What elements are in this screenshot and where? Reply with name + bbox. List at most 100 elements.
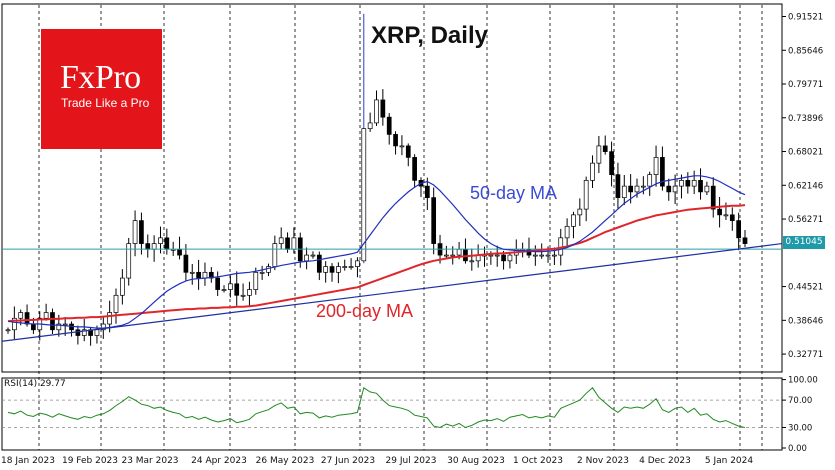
candle-body	[405, 145, 411, 158]
candle-body	[532, 254, 538, 257]
ma200-line	[7, 204, 746, 323]
date-tick-label: 19 Feb 2023	[62, 456, 118, 466]
date-tick-label: 1 Oct 2023	[513, 456, 563, 466]
candle-body	[545, 254, 551, 257]
ma200-annotation: 200-day MA	[316, 301, 414, 321]
candle-body	[247, 289, 252, 296]
candle-body	[704, 185, 710, 193]
candle-body	[456, 248, 462, 256]
candle-body	[145, 243, 151, 250]
candle-body	[336, 266, 341, 273]
candle-body	[228, 283, 233, 290]
fxpro-logo: FxPro Trade Like a Pro	[41, 29, 162, 149]
candle-body	[590, 162, 595, 181]
candle-body	[621, 185, 627, 198]
candle-body	[56, 323, 62, 331]
date-tick-label: 26 May 2023	[256, 456, 315, 466]
candle-body	[494, 254, 500, 257]
candle-body	[717, 208, 722, 216]
support-trendline	[1, 242, 783, 342]
candle-body	[189, 271, 195, 274]
candle-body	[158, 237, 163, 244]
candle-body	[672, 185, 678, 193]
candle-body	[640, 185, 646, 188]
candle-body	[348, 266, 354, 268]
candle-body	[660, 157, 665, 187]
candle-body	[342, 266, 348, 268]
candle-body	[329, 266, 335, 273]
candle-body	[552, 254, 557, 257]
price-tick-label: 0.68021	[788, 148, 823, 158]
candle-body	[323, 266, 329, 273]
candle-body	[285, 237, 290, 250]
candle-body	[43, 312, 49, 319]
candle-body	[304, 254, 309, 262]
candle-body	[399, 145, 405, 148]
candle-body	[723, 214, 729, 217]
candle-body	[431, 197, 437, 244]
candle-body	[450, 254, 456, 257]
candle-body	[31, 323, 36, 331]
candle-body	[316, 254, 322, 273]
rsi-line	[7, 387, 746, 429]
candle-body	[647, 174, 653, 187]
candle-body	[736, 220, 741, 239]
candle-body	[393, 134, 398, 147]
price-tick-label: 0.38646	[788, 316, 823, 326]
candle-body	[62, 323, 68, 326]
candle-body	[386, 116, 392, 135]
candle-body	[469, 260, 475, 263]
candle-body	[564, 225, 570, 239]
candle-body	[685, 180, 691, 187]
candle-body	[698, 180, 703, 193]
candle-body	[507, 254, 513, 262]
price-tick-label: 0.62146	[788, 181, 823, 191]
candle-body	[424, 185, 430, 198]
candle-body	[539, 254, 545, 257]
candle-body	[126, 243, 132, 279]
candle-body	[272, 243, 278, 267]
candle-body	[113, 294, 119, 313]
candle-body	[596, 145, 602, 164]
date-tick-label: 23 Mar 2023	[121, 456, 178, 466]
price-tick-label: 0.56271	[788, 215, 823, 225]
date-axis: 18 Jan 2023 19 Feb 2023 23 Mar 2023 24 Apr …	[1, 456, 753, 466]
candle-body	[94, 329, 100, 336]
candle-body	[50, 312, 55, 331]
candle-body	[691, 180, 697, 187]
price-tick-label: 0.91521	[788, 12, 823, 22]
candle-body	[120, 277, 125, 296]
candle-body	[177, 248, 182, 256]
date-tick-label: 27 Jun 2023	[321, 456, 375, 466]
price-tick-label: 0.79771	[788, 80, 823, 90]
date-tick-label: 29 Jul 2023	[386, 456, 437, 466]
rsi-tick-label: 70.00	[788, 396, 812, 406]
candle-body	[151, 243, 157, 250]
price-tick-label: 0.44521	[788, 283, 823, 293]
candle-body	[183, 254, 189, 273]
candle-body	[221, 289, 227, 291]
candle-body	[634, 185, 640, 193]
candle-body	[164, 237, 170, 250]
candle-body	[100, 323, 106, 331]
candle-body	[380, 99, 386, 118]
candle-body	[679, 180, 684, 187]
candle-body	[577, 208, 583, 216]
price-tick-label: 0.32771	[788, 350, 823, 360]
candle-body	[310, 254, 316, 257]
date-tick-label: 2 Nov 2023	[577, 456, 629, 466]
candle-body	[202, 271, 208, 279]
candle-body	[259, 271, 265, 274]
candle-body	[710, 185, 716, 210]
candle-body	[463, 248, 468, 262]
candle-body	[583, 180, 589, 210]
candle-body	[240, 294, 246, 297]
candle-body	[355, 260, 360, 267]
candle-body	[278, 237, 284, 244]
candle-body	[729, 214, 735, 221]
candle-body	[361, 128, 367, 262]
logo-brand: FxPro	[60, 59, 141, 96]
rsi-label: RSI(14) 29.77	[4, 379, 66, 389]
ma50-annotation: 50-day MA	[470, 183, 558, 203]
